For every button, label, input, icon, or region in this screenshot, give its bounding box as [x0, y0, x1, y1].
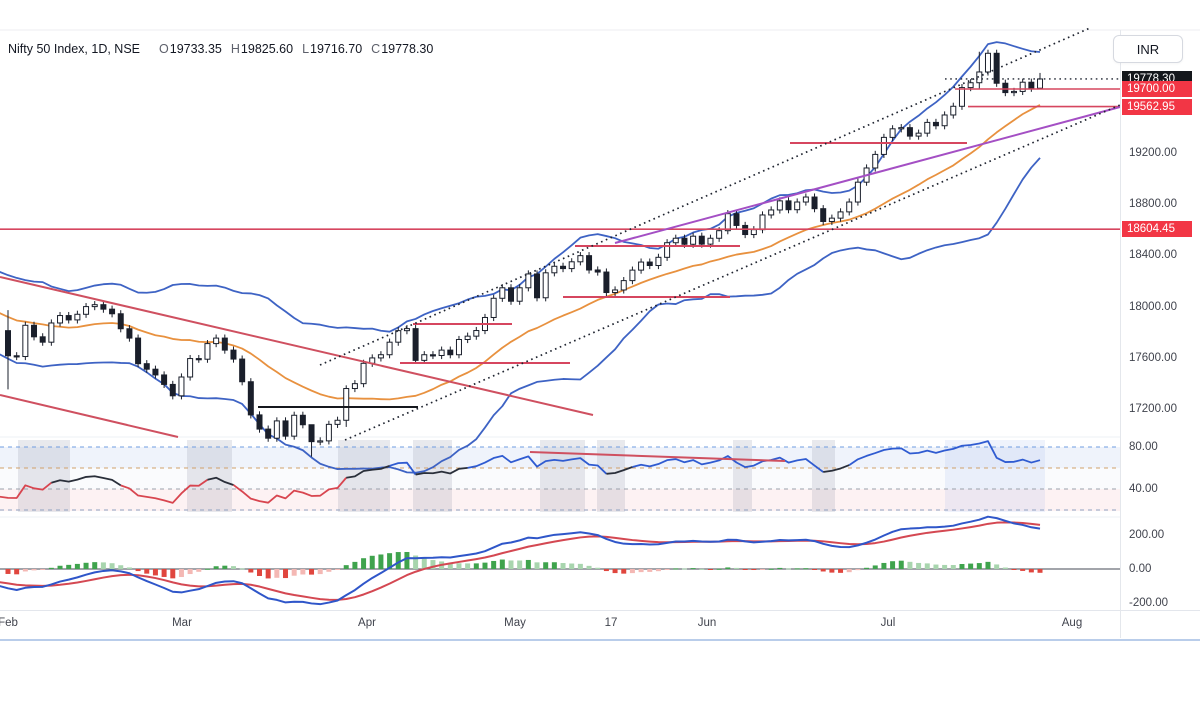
- macd-tick-200.00: 200.00: [1129, 528, 1165, 541]
- time-label-17: 17: [604, 617, 618, 629]
- time-label-Jul: Jul: [880, 617, 896, 629]
- rsi-line: [0, 482, 52, 499]
- dotted-channel-line: [344, 104, 1121, 441]
- rsi-line: [848, 440, 1041, 466]
- dotted-channel-line: [319, 27, 1091, 366]
- time-axis[interactable]: Feb Mar Apr May 17 Jun Jul Aug: [0, 610, 1200, 641]
- rsi-line: [606, 466, 633, 475]
- rsi-line: [207, 476, 234, 486]
- time-label-Jun: Jun: [697, 617, 717, 629]
- rsi-line: [120, 478, 208, 504]
- ohlc-open: O19733.35: [159, 42, 222, 56]
- time-label-Mar: Mar: [172, 617, 192, 629]
- price-tick-19200.00: 19200.00: [1129, 147, 1177, 159]
- macd-tick-0.00: 0.00: [1129, 563, 1152, 575]
- price-tick-17200.00: 17200.00: [1129, 403, 1177, 415]
- descending-red-trendline: [0, 276, 594, 416]
- rsi-line: [823, 464, 850, 473]
- rsi-tick-40.00: 40.00: [1129, 483, 1158, 495]
- price-tick-17600.00: 17600.00: [1129, 351, 1177, 364]
- rsi-lower-band-fill: [0, 489, 1120, 512]
- level-badge-19562: 19562.95: [1122, 98, 1192, 115]
- rsi-gray-column: [733, 440, 752, 512]
- rsi-gray-column: [18, 440, 70, 512]
- rsi-gray-column: [597, 440, 625, 512]
- rsi-upper-band-fill: [0, 447, 1120, 468]
- descending-red-trendline: [0, 394, 179, 438]
- rsi-line: [632, 455, 824, 473]
- bollinger-basis-line: [0, 104, 1041, 401]
- macd-histogram: [5, 551, 1043, 579]
- rsi-gray-column: [187, 440, 232, 512]
- rsi-tick-80.00: 80.00: [1129, 441, 1158, 453]
- ohlc-low: L19716.70: [302, 42, 363, 56]
- rsi-line: [346, 464, 390, 479]
- rsi-blue-column: [945, 440, 1045, 512]
- rsi-line: [415, 466, 468, 476]
- rsi-red-trendline: [529, 451, 786, 462]
- candles: [5, 49, 1044, 457]
- rsi-line: [389, 461, 417, 476]
- level-badge-18604: 18604.45: [1122, 221, 1192, 238]
- purple-trendline: [614, 106, 1121, 244]
- macd-line: [0, 515, 1041, 606]
- price-axis[interactable]: 19200.00 18800.00 18400.00 18000.00 17600.00…: [1120, 30, 1200, 638]
- time-label-May: May: [504, 617, 526, 629]
- rsi-line: [51, 475, 122, 487]
- time-label-Apr: Apr: [358, 617, 376, 629]
- ohlc-close: C19778.30: [371, 42, 434, 56]
- price-tick-18000.00: 18000.00: [1129, 300, 1177, 313]
- macd-signal-line: [0, 521, 1041, 601]
- rsi-gray-column: [540, 440, 585, 512]
- symbol-title-bar: Nifty 50 Index, 1D, NSE O19733.35 H19825.6…: [8, 42, 433, 56]
- rsi-line: [467, 454, 608, 475]
- level-badge-19700: 19700.00: [1122, 81, 1192, 97]
- macd-tick--200.00: -200.00: [1129, 597, 1169, 610]
- price-tick-18800.00: 18800.00: [1129, 198, 1177, 211]
- rsi-gray-column: [413, 440, 452, 512]
- rsi-gray-column: [338, 440, 390, 512]
- time-label-Aug: Aug: [1061, 617, 1083, 629]
- bollinger-lower-band: [0, 157, 1041, 474]
- rsi-gray-column: [812, 440, 835, 512]
- currency-button[interactable]: INR: [1113, 35, 1183, 63]
- ohlc-high: H19825.60: [230, 42, 294, 56]
- price-tick-18400.00: 18400.00: [1129, 249, 1177, 262]
- time-label-Feb: Feb: [0, 617, 18, 629]
- symbol-title[interactable]: Nifty 50 Index, 1D, NSE: [8, 42, 141, 56]
- rsi-line: [232, 477, 347, 504]
